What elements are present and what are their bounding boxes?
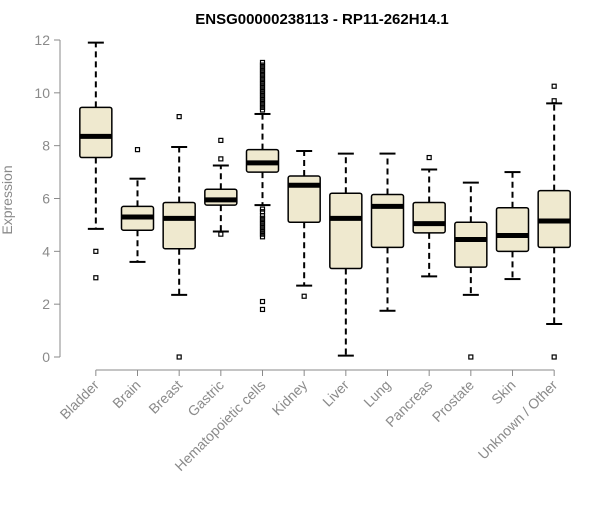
x-tick-label: Prostate — [429, 377, 477, 425]
iqr-box — [370, 193, 405, 249]
box-prostate — [454, 181, 488, 360]
iqr-box — [204, 188, 238, 206]
outlier-point — [259, 104, 266, 110]
box-series — [79, 41, 571, 360]
outlier-point — [259, 70, 266, 76]
outlier-point — [259, 83, 266, 89]
outlier-point — [301, 293, 307, 299]
outlier-point — [93, 248, 99, 254]
outlier-point — [259, 234, 266, 240]
iqr-box — [162, 201, 196, 250]
box-bladder — [79, 41, 113, 281]
outlier-point — [259, 223, 266, 229]
outlier-point — [176, 114, 182, 120]
outlier-point — [259, 107, 266, 113]
outlier-point — [259, 209, 266, 215]
outlier-point — [259, 96, 266, 103]
outlier-point — [218, 156, 224, 162]
x-tick-label: Bladder — [57, 377, 103, 423]
y-tick-label: 6 — [42, 191, 50, 207]
y-tick-label: 2 — [42, 296, 50, 312]
outlier-point — [551, 354, 557, 360]
y-axis: 0 2 4 6 8 10 12 — [34, 32, 61, 365]
outlier-point — [134, 147, 141, 153]
outlier-point — [259, 73, 266, 79]
chart-title: ENSG00000238113 - RP11-262H14.1 — [195, 11, 449, 28]
box-pancreas — [412, 154, 446, 278]
outlier-point — [259, 62, 266, 68]
x-tick-label: Breast — [145, 377, 185, 417]
x-tick-label: Kidney — [269, 377, 311, 419]
iqr-box — [454, 221, 488, 268]
x-tick-label: Skin — [488, 377, 519, 408]
x-tick-label: Liver — [319, 377, 352, 410]
outlier-point — [259, 59, 266, 66]
outlier-point — [259, 78, 266, 84]
iqr-box — [495, 206, 530, 253]
outlier-point — [259, 231, 266, 237]
box-breast — [162, 114, 196, 360]
outlier-point — [259, 99, 266, 105]
outlier-point — [218, 231, 224, 237]
iqr-box — [412, 201, 446, 234]
iqr-box — [79, 106, 113, 159]
box-brain — [120, 147, 155, 263]
box-liver — [329, 152, 363, 357]
outlier-point — [259, 65, 266, 71]
outlier-point — [259, 220, 266, 227]
outlier-point — [259, 102, 266, 108]
outlier-point — [259, 218, 266, 224]
outlier-point — [259, 228, 266, 235]
box-kidney — [287, 149, 321, 299]
box-lung — [370, 152, 405, 312]
box-unknown-other — [537, 83, 571, 360]
box-skin — [495, 171, 530, 281]
y-tick-label: 12 — [34, 32, 50, 48]
outlier-point — [259, 91, 266, 97]
y-axis-label: Expression — [0, 165, 15, 234]
outlier-point — [259, 306, 266, 313]
outlier-point — [551, 83, 557, 89]
y-tick-label: 10 — [34, 85, 50, 101]
outlier-point — [176, 354, 182, 360]
outlier-point — [426, 154, 432, 161]
outlier-point — [259, 94, 266, 100]
x-tick-label: Lung — [360, 377, 393, 410]
outlier-point — [259, 80, 266, 87]
y-tick-label: 0 — [42, 349, 50, 365]
y-tick-label: 4 — [42, 243, 50, 259]
x-tick-label: Brain — [109, 377, 143, 411]
outlier-point — [259, 298, 266, 305]
outlier-point — [259, 206, 266, 212]
outlier-point — [93, 275, 99, 281]
outlier-point — [259, 215, 266, 221]
box-hematopoietic-cells — [245, 59, 280, 313]
x-tick-label: Unknown / Other — [475, 377, 561, 463]
outlier-point — [259, 75, 266, 81]
y-tick-label: 8 — [42, 138, 50, 154]
outlier-point — [259, 67, 266, 73]
outlier-point — [259, 86, 266, 92]
box-gastric — [204, 137, 238, 237]
iqr-box — [329, 192, 363, 270]
outlier-point — [218, 137, 224, 143]
outlier-point — [259, 226, 266, 232]
outlier-point — [259, 88, 266, 95]
outlier-point — [551, 98, 557, 104]
outlier-point — [468, 354, 474, 360]
